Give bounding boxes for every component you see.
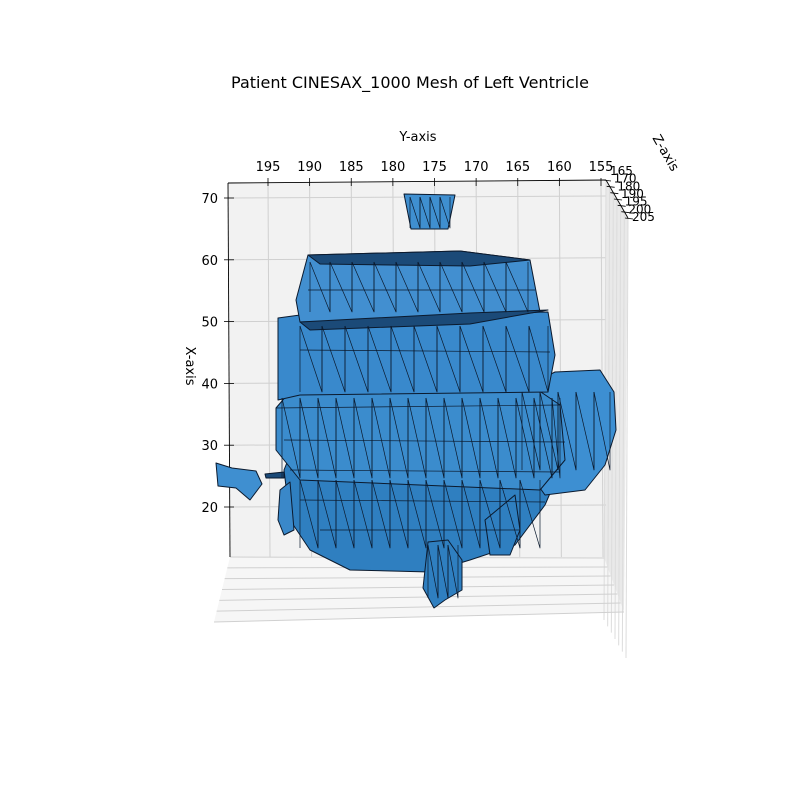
mesh-left-fragment (215, 462, 263, 501)
z-tick-label-0: 165 (610, 164, 633, 178)
vertical-axis-line (227, 182, 231, 558)
mesh-floating-piece (403, 193, 456, 230)
x-tick-label-0: 70 (201, 192, 218, 207)
mesh-stub (264, 471, 285, 479)
y-tick-label-2: 185 (339, 160, 364, 175)
wire-h-5 (299, 349, 551, 353)
wire-h-0 (275, 404, 561, 409)
z-tick-label-5: 200 (628, 202, 651, 216)
grid-line-y-8 (600, 182, 604, 558)
vertical-axis-label: X-axis (182, 347, 197, 386)
wire-top-9 (505, 261, 529, 313)
grid-line-z-3 (614, 198, 618, 640)
z-tick-label-1: 170 (614, 172, 637, 186)
wire-piece-3 (439, 196, 451, 229)
mesh-wireframe (275, 196, 611, 599)
x-axis-ticks: 70 60 50 40 30 20 (201, 192, 234, 516)
mesh-left-tab (277, 481, 295, 536)
x-axis-line (227, 179, 607, 184)
chart-title: Patient CINESAX_1000 Mesh of Left Ventri… (231, 73, 589, 93)
z-tick-label-4: 195 (625, 195, 648, 209)
mesh-top-face (307, 250, 531, 267)
y-axis-ticks: 195 190 185 180 175 170 165 160 155 (256, 160, 614, 186)
y-tick-label-1: 190 (297, 160, 322, 175)
x-tick-label-4: 30 (201, 439, 218, 454)
wire-h-2 (289, 469, 561, 473)
wire-lobe-4 (593, 391, 611, 471)
x-tick-label-2: 50 (201, 316, 218, 331)
wire-h-3 (299, 499, 546, 503)
wire-spike-2 (447, 544, 459, 599)
wire-upper-10 (528, 325, 549, 393)
mesh-shelf-face (299, 309, 549, 331)
grid-line-z-4 (618, 205, 622, 646)
mesh-bottom-spike (422, 539, 463, 609)
wire-mid-15 (551, 397, 561, 479)
y-tick-label-7: 160 (547, 160, 572, 175)
grid-line-y-7 (558, 182, 562, 558)
floor-grid-6 (213, 611, 625, 623)
z-tick-mark-2 (610, 192, 619, 195)
y-tick-label-6: 165 (505, 160, 530, 175)
y-tick-label-3: 180 (380, 160, 405, 175)
x-tick-label-3: 40 (201, 377, 218, 392)
top-axis-label: Y-axis (398, 130, 436, 145)
z-tick-mark-6 (624, 217, 634, 220)
z-tick-label-3: 190 (621, 187, 644, 201)
y-tick-label-4: 175 (422, 160, 447, 175)
z-tick-mark-5 (621, 211, 630, 214)
wire-h-1 (283, 439, 566, 443)
mesh-bottom-right (484, 494, 521, 556)
z-tick-label-6: 205 (632, 210, 655, 224)
z-tick-mark-3 (613, 198, 623, 201)
floor-grid-4 (219, 593, 618, 601)
y-tick-label-8: 155 (589, 160, 614, 175)
z-tick-mark-0 (602, 179, 612, 182)
y-tick-label-5: 170 (464, 160, 489, 175)
floor-grid-5 (216, 602, 621, 612)
ventricle-mesh (215, 193, 617, 609)
grid-line-y-0 (267, 182, 271, 558)
z-axis-label: Z-axis (649, 132, 682, 174)
wire-low-12 (519, 479, 541, 549)
floor-pane (214, 557, 624, 622)
floor-grid-3 (221, 584, 615, 590)
x-tick-label-5: 20 (201, 501, 218, 516)
z-tick-mark-4 (617, 204, 626, 207)
z-tick-mark-1 (606, 185, 615, 188)
z-tick-label-2: 180 (617, 179, 640, 193)
floor-grid-2 (224, 575, 611, 580)
grid-line-z-5 (621, 211, 625, 652)
grid-line-z-6 (625, 217, 629, 659)
y-tick-label-0: 195 (256, 160, 281, 175)
x-tick-label-1: 60 (201, 254, 218, 269)
